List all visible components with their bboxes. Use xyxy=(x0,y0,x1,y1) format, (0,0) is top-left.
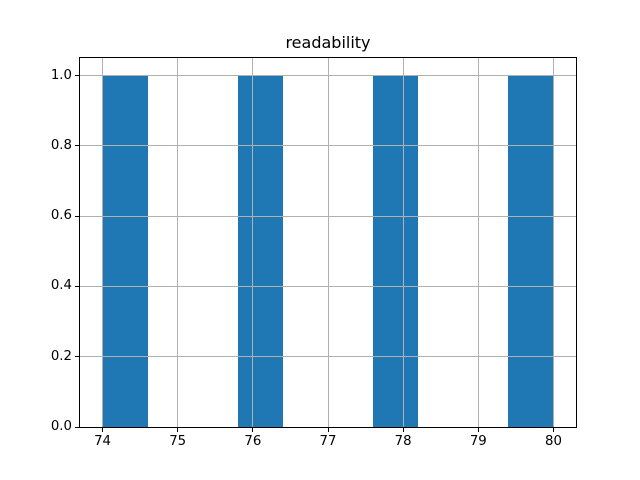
y-axis-tick xyxy=(75,145,79,147)
x-tick-label: 75 xyxy=(169,434,187,449)
chart-title: readability xyxy=(285,33,371,52)
y-axis-tick xyxy=(75,426,79,428)
x-axis-tick xyxy=(402,428,404,432)
gridline-horizontal xyxy=(80,356,576,358)
x-tick-label: 77 xyxy=(319,434,337,449)
x-tick-label: 74 xyxy=(94,434,111,449)
y-tick-label: 0.6 xyxy=(50,208,72,224)
gridline-vertical xyxy=(252,58,254,427)
y-tick-label: 0.8 xyxy=(50,137,72,153)
gridline-vertical xyxy=(477,58,479,427)
x-tick-label: 78 xyxy=(394,434,412,449)
y-tick-label: 0.2 xyxy=(50,348,72,364)
y-axis-tick xyxy=(75,285,79,287)
y-axis-tick xyxy=(75,215,79,217)
gridline-horizontal xyxy=(80,426,576,428)
x-axis-tick xyxy=(477,428,479,432)
gridline-horizontal xyxy=(80,75,576,77)
gridline-vertical xyxy=(327,58,329,427)
gridline-horizontal xyxy=(80,145,576,147)
y-tick-label: 0.0 xyxy=(50,419,72,434)
gridline-vertical xyxy=(552,58,554,427)
gridline-vertical xyxy=(102,58,104,427)
x-tick-label: 80 xyxy=(544,434,562,449)
x-axis-tick xyxy=(252,428,254,432)
x-axis-tick xyxy=(552,428,554,432)
gridline-horizontal xyxy=(80,285,576,287)
y-tick-label: 0.4 xyxy=(50,278,72,294)
histogram-bar xyxy=(508,75,554,427)
gridline-vertical xyxy=(177,58,179,427)
y-axis-tick xyxy=(75,356,79,358)
x-axis-tick xyxy=(102,428,104,432)
gridline-horizontal xyxy=(80,215,576,217)
x-tick-label: 79 xyxy=(469,434,487,449)
plot-area xyxy=(80,58,576,428)
histogram-bar xyxy=(373,75,419,427)
histogram-bar xyxy=(102,75,148,427)
x-tick-label: 76 xyxy=(244,434,262,449)
histogram-bar xyxy=(237,75,283,427)
y-tick-label: 1.0 xyxy=(50,67,72,83)
y-axis-tick xyxy=(75,75,79,77)
gridline-vertical xyxy=(402,58,404,427)
x-axis-tick xyxy=(327,428,329,432)
x-axis-tick xyxy=(177,428,179,432)
